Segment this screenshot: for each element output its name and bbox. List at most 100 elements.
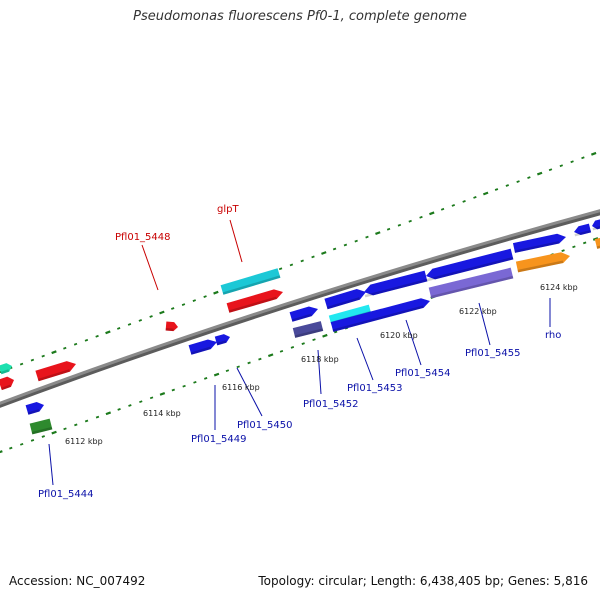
outer-tick-mark <box>375 231 381 235</box>
outer-tick-mark <box>408 219 412 223</box>
gene-block-lavender-group <box>428 267 514 299</box>
gene-arrow-blue-group <box>324 289 366 310</box>
outer-tick-mark <box>332 247 337 251</box>
outer-tick-mark <box>170 307 175 310</box>
outer-tick-mark <box>30 358 35 362</box>
gene-arrow-red-shade <box>1 384 11 391</box>
inner-tick-mark <box>267 353 274 358</box>
inner-tick-mark <box>41 435 46 438</box>
inner-tick-mark <box>247 361 251 365</box>
gene-label: Pfl01_5452 <box>303 399 359 410</box>
gene-arrow-rho <box>515 252 570 273</box>
gene-block-slate-shade <box>294 328 324 338</box>
gene-arrow-blue <box>574 223 592 235</box>
outer-tick-mark <box>289 263 294 267</box>
outer-tick-mark <box>527 176 531 179</box>
inner-tick-mark <box>312 338 316 342</box>
gene-block-green <box>29 418 53 435</box>
outer-tick-mark <box>149 315 153 318</box>
gene-arrow-blue <box>364 270 428 296</box>
inner-tick-mark <box>105 411 112 416</box>
inner-tick-mark <box>301 342 305 345</box>
inner-tick-mark <box>561 249 565 252</box>
inner-tick-mark <box>84 419 89 423</box>
outer-tick-mark <box>127 323 132 326</box>
leader-line-pfl01-5448 <box>141 244 159 291</box>
inner-tick-mark <box>258 357 262 361</box>
inner-tick-mark <box>139 400 143 404</box>
scale-label: 6114 kbp <box>143 409 181 418</box>
inner-tick-mark <box>0 450 3 454</box>
gene-arrow-blue-group <box>188 339 218 355</box>
leader-line-pfl01-5453 <box>356 337 374 381</box>
outer-tick-mark <box>473 196 477 199</box>
inner-tick-mark <box>51 430 57 435</box>
gene-label: rho <box>545 330 561 341</box>
outer-tick-mark <box>440 207 445 211</box>
inner-tick-mark <box>149 396 154 400</box>
gene-arrow-blue-shade <box>27 409 40 415</box>
gene-arrow-blue <box>330 298 430 332</box>
gene-block-green-shade <box>31 426 53 435</box>
gene-block-cyan <box>220 268 281 295</box>
gene-arrow-glpT-group <box>226 289 284 313</box>
inner-tick-mark <box>572 245 576 249</box>
gene-arrow-glpt-partner-shade <box>165 327 174 332</box>
outer-tick-mark <box>397 223 402 227</box>
gene-label: Pfl01_5455 <box>465 348 521 359</box>
gene-arrow-blue-group <box>512 233 567 253</box>
outer-tick-mark <box>482 191 489 196</box>
gene-arrow-blue-shade <box>190 346 211 355</box>
scale-label: 6116 kbp <box>222 383 260 392</box>
gene-arrow-blue-shade <box>592 224 600 231</box>
gene-arrow-blue <box>289 306 319 322</box>
gene-arrow-blue-group <box>25 401 44 415</box>
gene-arrow-blue-shade <box>216 340 227 346</box>
scale-label: 6120 kbp <box>380 331 418 340</box>
gene-label: Pfl01_5454 <box>395 368 451 379</box>
scale-label: 6124 kbp <box>540 283 578 292</box>
gene-arrow-red-shade <box>37 369 70 382</box>
gene-arrow-glpt-partner <box>165 321 179 332</box>
inner-tick-mark <box>225 369 230 373</box>
outer-tick-mark <box>451 204 456 207</box>
leader-line-pfl01-5455 <box>478 302 491 346</box>
gene-block-cyan-shade <box>222 275 281 295</box>
outer-tick-mark <box>138 319 143 322</box>
inner-tick-mark <box>236 365 240 369</box>
gene-arrow-blue-shade <box>364 278 428 298</box>
outer-tick-mark <box>570 160 574 164</box>
leader-line-pfl01-5452 <box>317 349 322 395</box>
outer-tick-mark <box>386 227 391 231</box>
gene-arrow-blue-shade <box>291 313 312 322</box>
outer-tick-mark <box>321 251 327 255</box>
outer-tick-mark <box>494 188 499 191</box>
gene-block-lavender <box>428 267 514 299</box>
outer-tick-mark <box>63 346 67 350</box>
gene-feature-layer <box>0 218 600 435</box>
inner-tick-mark <box>182 384 186 388</box>
gene-arrow-blue-shade <box>426 256 514 282</box>
backbone-layer <box>0 209 600 408</box>
gene-block-bright-cyan <box>328 304 372 325</box>
outer-tick-mark <box>462 200 466 203</box>
gene-arrow-blue-group <box>592 218 600 231</box>
gene-arrow-teal-group <box>0 363 13 375</box>
gene-arrow-red <box>0 376 15 391</box>
inner-tick-mark <box>322 333 328 338</box>
outer-tick-mark <box>581 156 585 160</box>
inner-tick-mark <box>159 392 166 396</box>
inner-tick-mark <box>333 330 338 334</box>
gene-block-slate-group <box>292 321 324 338</box>
gene-label: Pfl01_5448 <box>115 232 171 243</box>
gene-arrow-glpT <box>226 289 284 313</box>
label-layer: 6112 kbp 6114 kbp 6116 kbp 6118 kbp 6120 kbp… <box>38 204 578 500</box>
gene-arrow-rho-group <box>515 252 570 273</box>
outer-tick-mark <box>365 235 369 239</box>
inner-tick-mark <box>74 423 78 427</box>
inner-tick-mark <box>193 380 197 384</box>
inner-tick-mark <box>63 427 67 431</box>
inner-tick-mark <box>117 408 121 411</box>
